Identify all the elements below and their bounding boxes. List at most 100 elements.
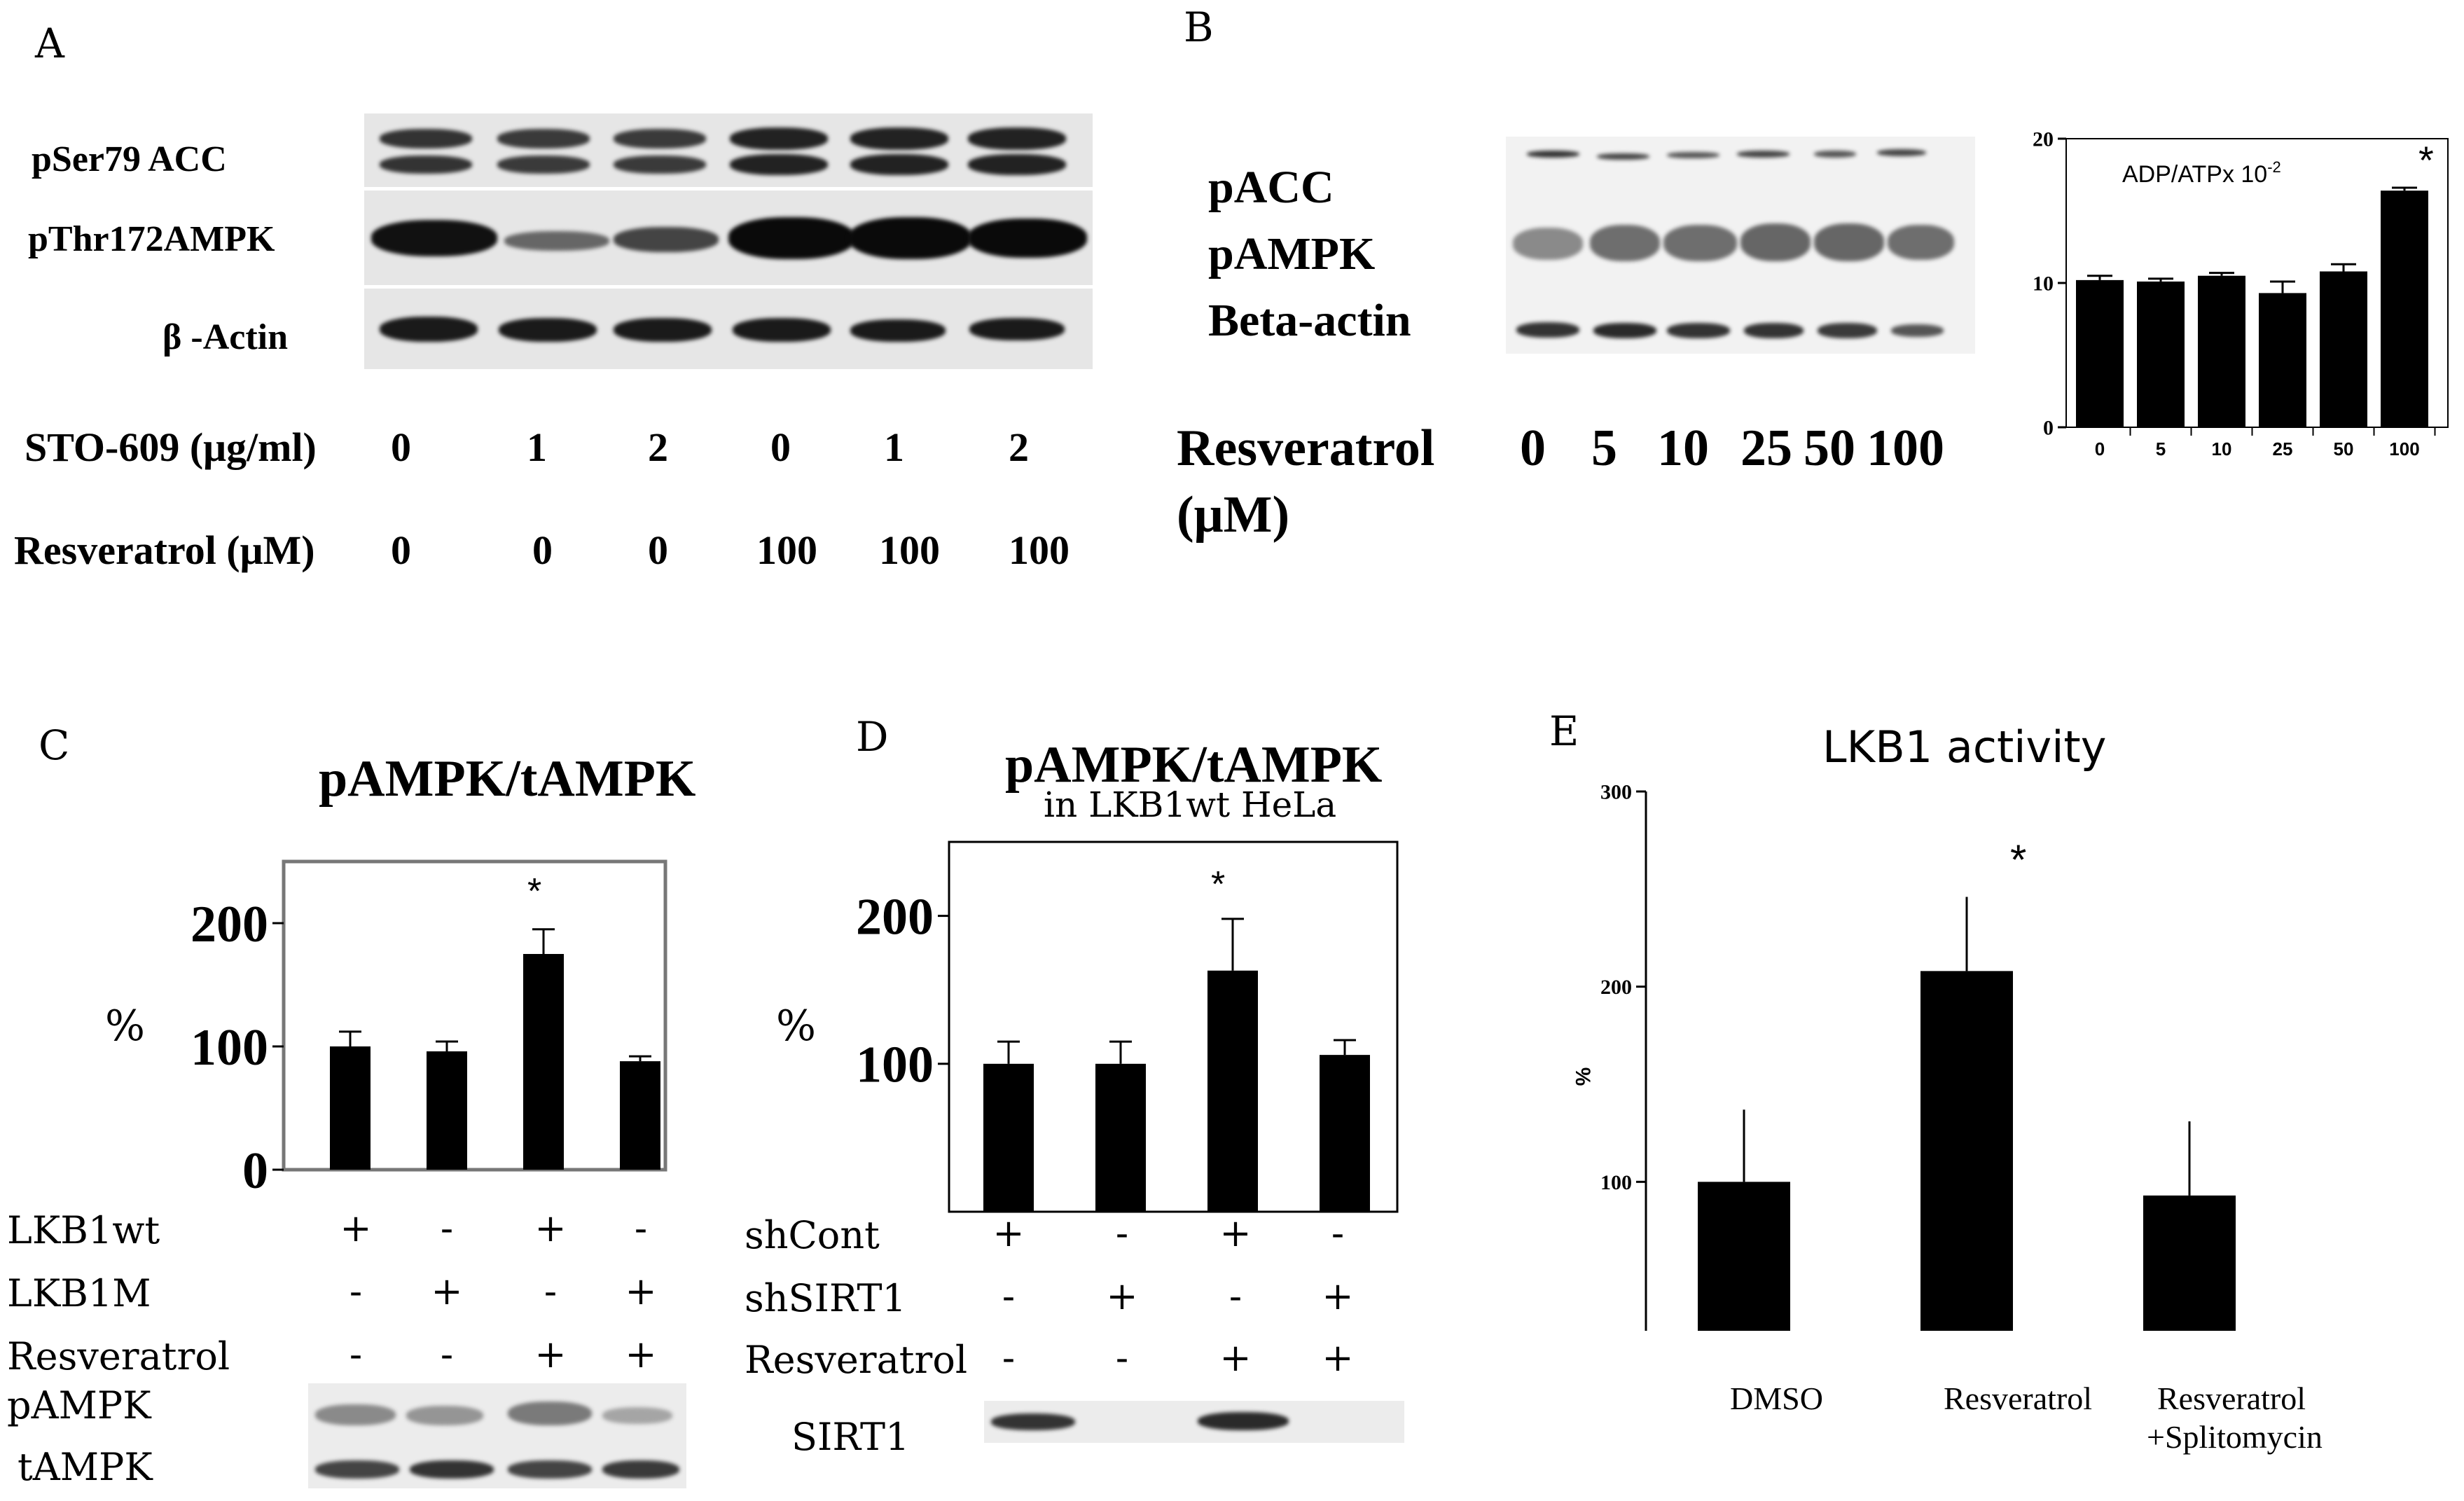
bar xyxy=(330,1046,371,1170)
resv-value: 100 xyxy=(756,527,817,573)
bar xyxy=(1207,970,1258,1212)
panel-e-category-line2: +Splitomycin xyxy=(2147,1419,2323,1455)
panel-c-row-label: LKB1wt xyxy=(7,1208,160,1252)
y-tick-label: 200 xyxy=(1600,976,1632,999)
panel-d-row-label: shSIRT1 xyxy=(745,1276,906,1320)
panel-d-sign: - xyxy=(1002,1274,1016,1318)
bar xyxy=(1320,1055,1370,1212)
panel-c-blot-label: pAMPK xyxy=(7,1383,151,1427)
bar xyxy=(983,1063,1034,1212)
panel-d-row-label: shCont xyxy=(745,1213,880,1257)
panel-b-resv-value: 25 xyxy=(1740,420,1792,477)
sto-value: 1 xyxy=(527,424,547,470)
panel-e-title: LKB1 activity xyxy=(1822,721,2107,773)
panel-c-sign: - xyxy=(544,1269,558,1313)
bar xyxy=(2381,191,2428,427)
resv-label: Resveratrol (μM) xyxy=(14,527,315,573)
bar xyxy=(2259,293,2306,427)
panel-b-resv-value: 0 xyxy=(1520,420,1546,477)
panel-b-resv-value: 50 xyxy=(1804,420,1855,477)
panel-d-sign: + xyxy=(1322,1274,1354,1318)
y-tick-label: 300 xyxy=(1600,781,1632,804)
panel-d-sign: - xyxy=(1115,1211,1129,1255)
panel-b-blot xyxy=(1506,137,1975,354)
panel-e-category: DMSO xyxy=(1730,1381,1823,1416)
bar xyxy=(2143,1195,2236,1331)
panel-b-resv-label: Resveratrol xyxy=(1177,420,1435,477)
y-tick-label: 100 xyxy=(1600,1171,1632,1194)
x-tick-label: 50 xyxy=(2334,438,2354,459)
x-tick-label: 25 xyxy=(2273,438,2293,459)
panel-c-blot xyxy=(308,1383,686,1488)
panel-c-sign: - xyxy=(349,1332,363,1376)
bar xyxy=(1920,971,2013,1331)
sto-value: 2 xyxy=(648,424,668,470)
panel-d-sign: - xyxy=(1228,1274,1243,1318)
panel-a-blot-pampk xyxy=(364,191,1093,285)
panel-e-category: Resveratrol xyxy=(1944,1381,2093,1416)
bar xyxy=(2076,279,2124,427)
bar xyxy=(523,954,564,1170)
panel-d-subtitle: in LKB1wt HeLa xyxy=(1044,784,1337,825)
panel-c-sign: - xyxy=(634,1206,648,1250)
panel-a-blot-label: pSer79 ACC xyxy=(32,139,227,179)
sto-value: 2 xyxy=(1009,424,1029,470)
panel-d-letter: D xyxy=(856,713,889,761)
panel-c-sign: + xyxy=(534,1332,567,1376)
panel-b-resv-unit: (μM) xyxy=(1177,486,1290,544)
panel-c-sign: + xyxy=(534,1206,567,1250)
panel-d-blot-label: SIRT1 xyxy=(791,1415,910,1459)
resv-value: 100 xyxy=(1009,527,1070,573)
panel-c-row-label: Resveratrol xyxy=(7,1334,230,1378)
panel-d-sign: + xyxy=(1322,1336,1354,1380)
resv-value: 100 xyxy=(879,527,940,573)
panel-d-sign: - xyxy=(1115,1336,1129,1380)
panel-b-chart-title: ADP/ATPx 10-2 xyxy=(2122,158,2281,188)
panel-e-letter: E xyxy=(1549,707,1579,755)
sto-value: 0 xyxy=(391,424,411,470)
bar xyxy=(2320,271,2367,427)
panel-d-sign: - xyxy=(1331,1211,1345,1255)
panel-b-star: * xyxy=(2418,138,2434,182)
panel-d-row-label: Resveratrol xyxy=(745,1338,968,1382)
x-tick-label: 0 xyxy=(2095,438,2105,459)
panel-c-sign: + xyxy=(625,1332,657,1376)
x-tick-label: 100 xyxy=(2389,438,2419,459)
panel-e-category: Resveratrol xyxy=(2157,1381,2306,1416)
panel-b-chart: 0 10 20 0 5 10 25 50 100 ADP/ATPx 10-2 * xyxy=(2033,128,2449,459)
bar xyxy=(2198,275,2245,427)
panel-c-ylabel: % xyxy=(105,1002,146,1051)
panel-c-letter: C xyxy=(39,721,70,769)
panel-b-resv-value: 5 xyxy=(1591,420,1617,477)
y-tick-label: 100 xyxy=(191,1019,268,1077)
panel-c-sign: - xyxy=(349,1269,363,1313)
bar xyxy=(1095,1063,1146,1212)
panel-e-star: * xyxy=(2010,836,2026,883)
y-tick-label: 0 xyxy=(242,1142,268,1191)
bar xyxy=(1698,1182,1790,1331)
panel-d-sign: + xyxy=(992,1211,1025,1255)
panel-a-blot-label: β -Actin xyxy=(162,317,289,357)
resv-value: 0 xyxy=(532,527,553,573)
panel-b-resv-value: 10 xyxy=(1657,420,1709,477)
panel-c-sign: - xyxy=(440,1206,454,1250)
y-tick-label: 200 xyxy=(191,896,268,953)
panel-c-blot-label: tAMPK xyxy=(18,1445,153,1489)
bar xyxy=(620,1061,660,1170)
sto-value: 0 xyxy=(770,424,791,470)
panel-d-star: * xyxy=(1211,864,1225,905)
panel-a-blot-label: pThr172AMPK xyxy=(28,219,275,259)
panel-b-blot-label: pAMPK xyxy=(1208,228,1376,279)
panel-c-sign: + xyxy=(431,1269,463,1313)
sto-value: 1 xyxy=(884,424,904,470)
panel-c-title: pAMPK/tAMPK xyxy=(319,750,696,808)
panel-b-letter: B xyxy=(1184,4,1214,51)
y-tick-label: 10 xyxy=(2033,272,2054,296)
y-tick-label: 200 xyxy=(856,889,934,946)
resv-value: 0 xyxy=(391,527,411,573)
panel-d-sign: + xyxy=(1219,1211,1252,1255)
panel-d-sign: - xyxy=(1002,1336,1016,1380)
sto-label: STO-609 (μg/ml) xyxy=(25,424,317,470)
panel-b-resv-value: 100 xyxy=(1867,420,1944,477)
panel-a-blot-pacc xyxy=(364,113,1093,187)
